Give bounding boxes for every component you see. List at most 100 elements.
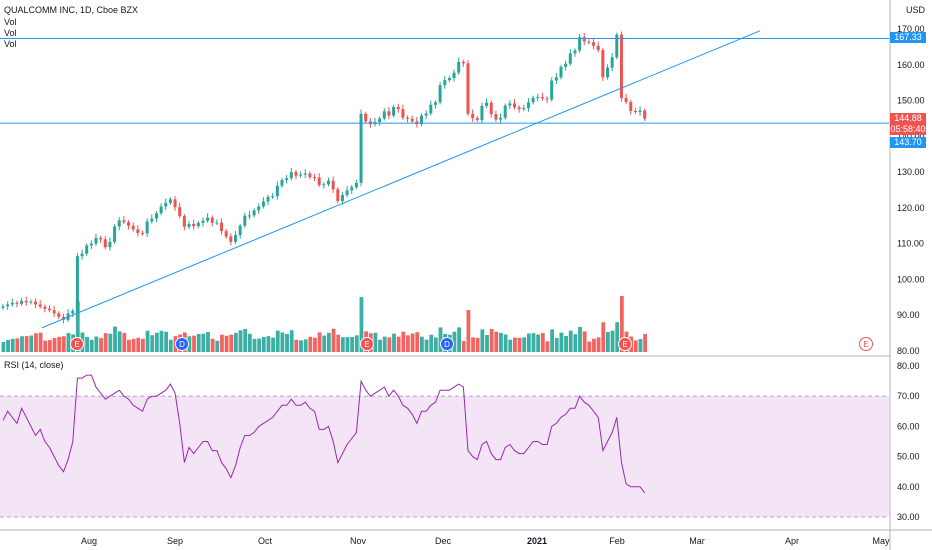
candle	[401, 109, 405, 118]
volume-bar	[294, 339, 299, 352]
volume-bar	[643, 333, 647, 352]
candle	[503, 105, 507, 118]
candles	[1, 31, 647, 324]
earnings-marker[interactable]	[360, 337, 374, 351]
volume-bar	[480, 329, 485, 352]
rsi-pane[interactable]: 30.00 40.00 50.00 60.00 70.00 80.00 RSI (14, …	[0, 360, 920, 522]
symbol-title: QUALCOMM INC, 1D, Cboe BZX	[4, 5, 139, 15]
volume-bar	[396, 336, 401, 352]
price-axis[interactable]: 80.00 90.00 100.00 110.00 120.00 130.00 140.00…	[897, 24, 925, 356]
candle	[568, 53, 572, 64]
candle	[466, 63, 470, 114]
candle	[280, 179, 284, 186]
price-tick-label: 170.00	[897, 24, 925, 34]
vol-label-3[interactable]: Vol	[4, 39, 17, 49]
dividend-marker[interactable]	[440, 337, 454, 351]
volume-bar	[340, 337, 345, 352]
candle	[406, 117, 410, 119]
earnings-marker[interactable]	[859, 337, 873, 351]
volume-bar	[75, 301, 80, 352]
candle	[489, 102, 493, 115]
candle	[294, 172, 298, 176]
volume-bar	[564, 336, 568, 352]
dividend-marker[interactable]	[175, 337, 189, 351]
candle	[182, 216, 186, 227]
candle	[592, 42, 596, 46]
candle	[289, 172, 293, 179]
candle	[117, 220, 121, 227]
candle	[322, 184, 326, 186]
volume-bar	[452, 331, 457, 352]
volume-bar	[415, 332, 420, 352]
candle	[638, 110, 642, 113]
candle	[229, 236, 233, 242]
candle	[6, 304, 10, 307]
time-axis[interactable]: Aug Sep Oct Nov Dec 2021 Feb Mar Apr May	[81, 536, 890, 546]
volume-bar	[387, 337, 392, 352]
volume-bar	[99, 338, 103, 352]
candle	[243, 215, 247, 226]
volume-bar	[164, 331, 169, 352]
volume-bar	[392, 333, 396, 352]
rsi-axis[interactable]: 30.00 40.00 50.00 60.00 70.00 80.00	[897, 361, 920, 522]
volume-bar	[354, 335, 359, 352]
candle	[24, 300, 28, 303]
earnings-marker-label: E	[622, 340, 627, 349]
candle	[359, 113, 363, 183]
volume-bar	[568, 330, 573, 352]
candle	[610, 57, 614, 68]
volume-bar	[494, 331, 499, 352]
volume-bar	[410, 333, 415, 352]
volume-bar	[215, 340, 220, 352]
currency-label[interactable]: USD	[906, 5, 926, 15]
dividend-marker-label: D	[179, 340, 185, 349]
candle	[141, 232, 144, 234]
candle	[178, 207, 182, 217]
price-pane[interactable]: 80.00 90.00 100.00 110.00 120.00 130.00 140.00…	[0, 24, 925, 356]
volume-bar	[503, 334, 508, 352]
candle	[517, 107, 521, 110]
volume-bar	[424, 339, 429, 352]
candle	[606, 67, 609, 78]
volume-bar	[122, 332, 127, 352]
volume-bar	[619, 296, 624, 352]
candle	[317, 177, 321, 185]
volume-bar	[327, 332, 331, 352]
candle	[443, 80, 447, 86]
volume-bar	[1, 342, 6, 352]
candle	[350, 187, 354, 191]
trend-line[interactable]	[41, 30, 761, 329]
volume-bar	[61, 336, 66, 352]
candle	[354, 182, 358, 188]
volume-bar	[247, 333, 252, 352]
candle	[43, 306, 47, 309]
candle	[499, 117, 503, 120]
volume-bar	[401, 331, 406, 352]
candle	[438, 85, 442, 103]
volume-bar	[420, 336, 424, 352]
vol-label-1[interactable]: Vol	[4, 17, 17, 27]
volume-bar	[345, 337, 350, 352]
volume-bar	[34, 333, 38, 352]
candle	[308, 173, 312, 178]
candle	[624, 98, 628, 102]
candle	[429, 104, 433, 114]
time-tick-label: Mar	[689, 536, 705, 546]
candle	[150, 218, 154, 222]
volume-bar	[168, 339, 173, 352]
earnings-marker[interactable]	[70, 337, 84, 351]
volume-bar	[206, 332, 210, 352]
earnings-marker[interactable]	[618, 337, 632, 351]
volume-bar	[578, 326, 582, 352]
vol-label-2[interactable]: Vol	[4, 28, 17, 38]
candle	[461, 61, 465, 64]
candle	[201, 220, 205, 223]
volume-bar	[508, 339, 513, 352]
candle	[80, 253, 84, 257]
volume-bar	[220, 334, 224, 352]
candle	[447, 78, 451, 81]
candle	[471, 113, 475, 119]
candle	[108, 241, 112, 248]
